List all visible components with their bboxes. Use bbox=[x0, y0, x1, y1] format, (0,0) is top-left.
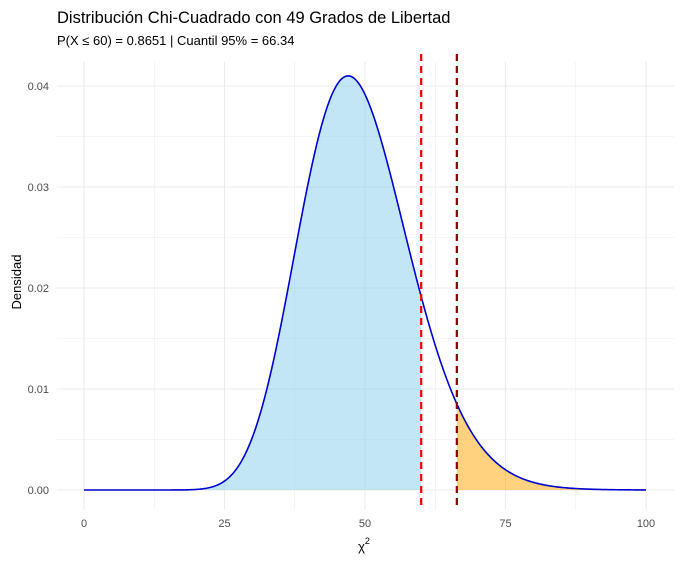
y-tick-label: 0.03 bbox=[28, 182, 49, 194]
y-axis-ticks: 0.00 0.01 0.02 0.03 0.04 bbox=[28, 81, 49, 497]
density-curve bbox=[84, 75, 646, 491]
shaded-area-lower bbox=[84, 75, 422, 491]
reference-lines bbox=[420, 54, 458, 510]
x-tick-label: 0 bbox=[81, 518, 87, 530]
y-tick-label: 0.01 bbox=[28, 384, 49, 396]
chart-subtitle: P(X ≤ 60) = 0.8651 | Cuantil 95% = 66.34 bbox=[57, 33, 294, 48]
y-tick-label: 0.02 bbox=[28, 283, 49, 295]
x-tick-label: 100 bbox=[637, 518, 655, 530]
x-tick-label: 50 bbox=[359, 518, 371, 530]
y-tick-label: 0.00 bbox=[28, 485, 49, 497]
x-axis-label-superscript: 2 bbox=[365, 536, 370, 546]
x-axis-ticks: 0 25 50 75 100 bbox=[81, 518, 655, 530]
y-tick-label: 0.04 bbox=[28, 81, 49, 93]
chart-title: Distribución Chi-Cuadrado con 49 Grados … bbox=[57, 9, 450, 27]
x-axis-label: χ2 bbox=[358, 536, 370, 554]
shaded-area-upper-tail bbox=[456, 403, 646, 490]
x-tick-label: 75 bbox=[499, 518, 511, 530]
shaded-areas bbox=[84, 75, 646, 491]
density-curve-group bbox=[84, 75, 646, 491]
x-tick-label: 25 bbox=[218, 518, 230, 530]
y-axis-label: Densidad bbox=[9, 255, 24, 310]
x-axis-label-main: χ bbox=[358, 539, 365, 554]
